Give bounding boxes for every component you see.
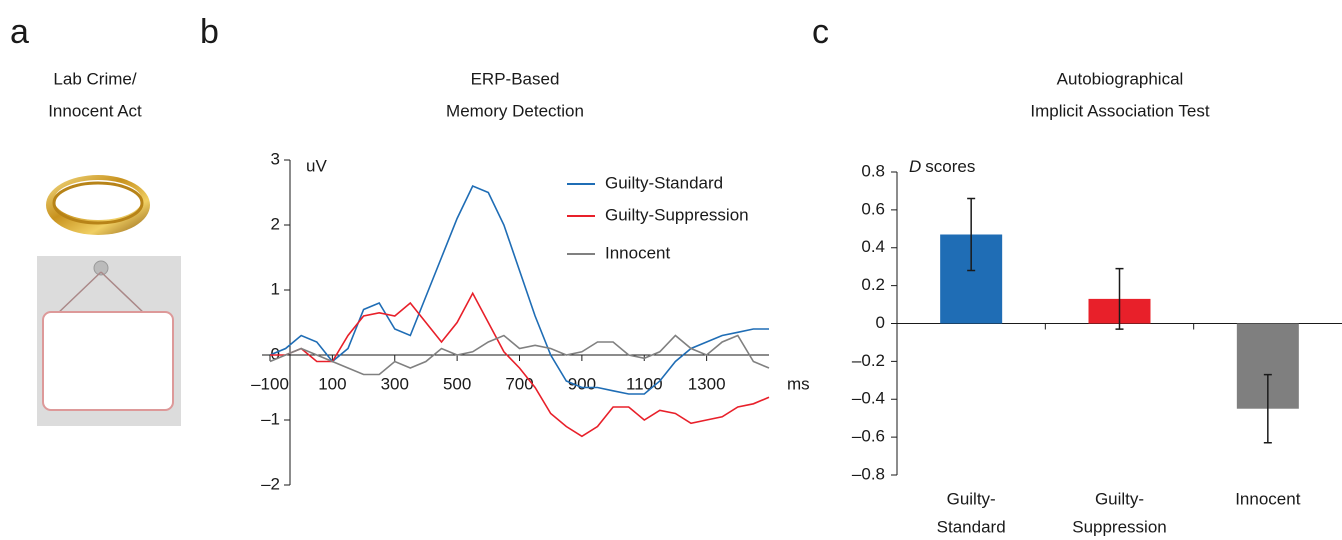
y-tick-label: 0.6 — [861, 199, 885, 218]
x-tick-label: 500 — [443, 374, 471, 393]
figure: a b c Lab Crime/ Innocent Act ERP-Based M… — [0, 0, 1342, 540]
chart-title: ERP-Based — [471, 69, 560, 88]
y-tick-label: –0.4 — [852, 389, 885, 408]
panel-label: c — [812, 13, 829, 51]
x-tick-label: Innocent — [1235, 489, 1300, 508]
x-tick-label: 1300 — [688, 374, 726, 393]
panel-title: Lab Crime/ — [53, 69, 136, 88]
chart-title: Memory Detection — [446, 101, 584, 120]
x-tick-label: –100 — [251, 374, 289, 393]
y-axis-label-text: scores — [925, 157, 975, 176]
y-tick-label: 1 — [271, 279, 280, 298]
chart-title: Autobiographical — [1057, 69, 1184, 88]
ring-image — [46, 175, 150, 235]
y-tick-label: 0.8 — [861, 161, 885, 180]
y-tick-label: –0.2 — [852, 351, 885, 370]
y-tick-label: 3 — [271, 149, 280, 168]
y-tick-label: 0.4 — [861, 237, 885, 256]
x-tick-label: Guilty- — [947, 489, 996, 508]
x-tick-label: Suppression — [1072, 517, 1167, 536]
legend-label: Innocent — [605, 243, 670, 262]
data-line — [270, 293, 769, 436]
y-tick-label: 0.2 — [861, 275, 885, 294]
y-tick-label: –0.8 — [852, 464, 885, 483]
legend-label: Guilty-Standard — [605, 173, 723, 192]
x-tick-label: 700 — [505, 374, 533, 393]
y-axis-label: uV — [306, 156, 327, 175]
legend-label: Guilty-Suppression — [605, 205, 749, 224]
panel-label: a — [10, 13, 29, 51]
x-tick-label: 100 — [318, 374, 346, 393]
panel-title: Innocent Act — [48, 101, 142, 120]
x-tick-label: Standard — [937, 517, 1006, 536]
x-axis-label: ms — [787, 374, 810, 393]
chart-title: Implicit Association Test — [1030, 101, 1209, 120]
y-tick-label: –2 — [261, 474, 280, 493]
x-tick-label: 300 — [381, 374, 409, 393]
y-tick-label: 0 — [876, 313, 885, 332]
panel-label: b — [200, 13, 219, 51]
y-tick-label: 2 — [271, 214, 280, 233]
sign-image — [37, 256, 181, 426]
y-axis-label-italic: D — [909, 157, 921, 176]
x-tick-label: Guilty- — [1095, 489, 1144, 508]
y-tick-label: –0.6 — [852, 427, 885, 446]
y-tick-label: –1 — [261, 409, 280, 428]
